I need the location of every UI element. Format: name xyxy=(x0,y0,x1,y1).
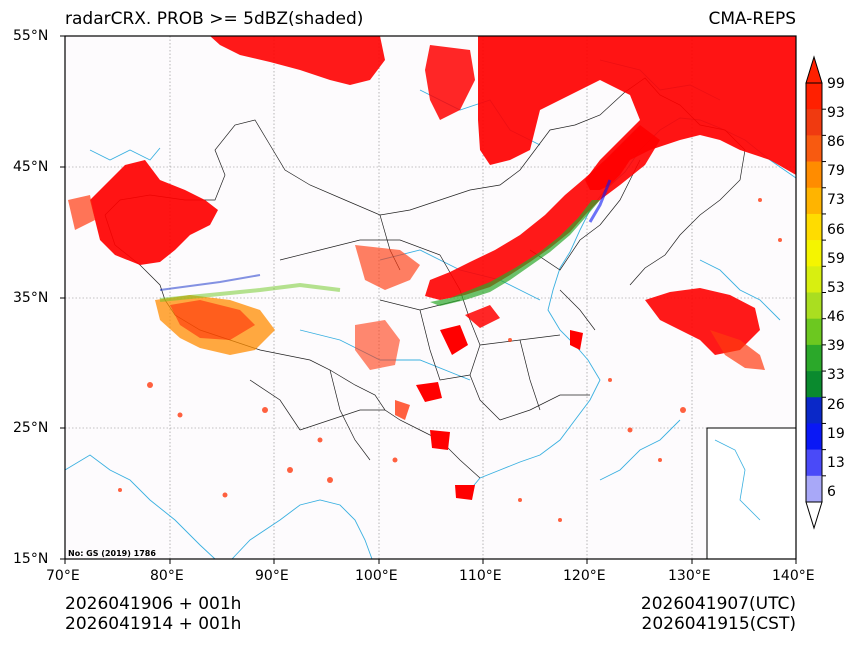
lat-label-35: 35°N xyxy=(13,290,49,306)
lat-label-45: 45°N xyxy=(13,159,49,175)
lon-label-90: 90°E xyxy=(255,568,289,584)
colorbar-segment xyxy=(806,266,822,293)
colorbar-segment xyxy=(806,213,822,241)
lon-label-120: 120°E xyxy=(563,568,606,584)
colorbar-label-86: 86 xyxy=(827,134,845,150)
colorbar-segment xyxy=(806,187,822,215)
lat-label-25: 25°N xyxy=(13,420,49,436)
lon-label-100: 100°E xyxy=(355,568,398,584)
valid-time-block: 2026041907(UTC) 2026041915(CST) xyxy=(641,594,796,634)
colorbar-label-26: 26 xyxy=(827,397,845,413)
colorbar-bottom-arrow xyxy=(805,501,823,530)
map-review-number: No: GS (2019) 1786 xyxy=(68,549,156,558)
colorbar-label-93: 93 xyxy=(827,105,845,121)
colorbar-label-13: 13 xyxy=(827,455,845,471)
colorbar-segment xyxy=(806,397,822,424)
colorbar-segment xyxy=(806,135,822,162)
colorbar-label-73: 73 xyxy=(827,192,845,208)
colorbar-label-79: 79 xyxy=(827,163,845,179)
colorbar-segment xyxy=(806,475,822,503)
colorbar-segment xyxy=(806,83,822,110)
colorbar-segment xyxy=(806,292,822,319)
init-time-cst: 2026041914 + 001h xyxy=(65,614,242,634)
colorbar-label-46: 46 xyxy=(827,309,845,325)
colorbar-label-59: 59 xyxy=(827,251,845,267)
colorbar-segment xyxy=(806,371,822,398)
colorbar-label-33: 33 xyxy=(827,367,845,383)
colorbar-label-6: 6 xyxy=(827,484,836,500)
colorbar-segment xyxy=(806,161,822,189)
lon-label-70: 70°E xyxy=(46,568,80,584)
lon-label-80: 80°E xyxy=(150,568,184,584)
colorbar-segment xyxy=(806,423,822,450)
init-time-utc: 2026041906 + 001h xyxy=(65,594,242,614)
colorbar-label-66: 66 xyxy=(827,222,845,238)
colorbar xyxy=(805,55,826,530)
lat-label-15: 15°N xyxy=(13,551,49,567)
colorbar-label-99: 99 xyxy=(827,76,845,92)
colorbar-segment xyxy=(806,109,822,136)
precipitation-probability xyxy=(68,36,796,522)
init-time-block: 2026041906 + 001h 2026041914 + 001h xyxy=(65,594,241,634)
model-name: CMA-REPS xyxy=(708,9,796,29)
colorbar-segment xyxy=(806,449,822,477)
colorbar-segment xyxy=(806,344,822,372)
colorbar-label-53: 53 xyxy=(827,280,845,296)
colorbar-label-39: 39 xyxy=(827,338,845,354)
chart-title: radarCRX. PROB >= 5dBZ(shaded) xyxy=(65,9,364,29)
colorbar-segment xyxy=(806,240,822,267)
valid-time-cst: 2026041915(CST) xyxy=(641,614,796,634)
lat-label-55: 55°N xyxy=(13,28,49,44)
colorbar-segment xyxy=(806,318,822,346)
valid-time-utc: 2026041907(UTC) xyxy=(640,594,796,614)
south-china-sea-inset xyxy=(706,427,796,559)
lon-label-130: 130°E xyxy=(668,568,711,584)
lon-label-140: 140°E xyxy=(772,568,815,584)
colorbar-label-19: 19 xyxy=(827,426,845,442)
lon-label-110: 110°E xyxy=(459,568,502,584)
axis-ticks xyxy=(60,35,797,564)
colorbar-top-arrow xyxy=(805,55,823,84)
